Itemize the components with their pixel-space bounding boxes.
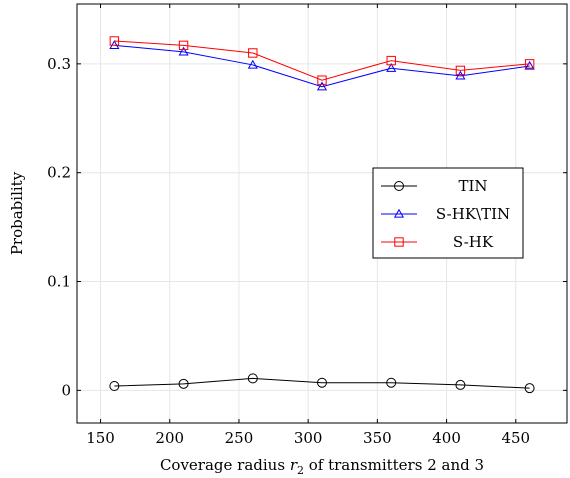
x-axis-label-before: Coverage radius (160, 456, 290, 474)
series (109, 40, 535, 91)
square-marker (386, 55, 396, 66)
x-axis-label-var: r (290, 456, 298, 474)
series (109, 373, 535, 394)
x-tick-label: 300 (294, 429, 323, 447)
triangle-marker (178, 46, 189, 56)
circle-marker (247, 373, 258, 384)
square-marker (317, 75, 327, 85)
legend-entry: S-HK (381, 233, 494, 251)
series-layer (109, 36, 535, 394)
triangle-marker (455, 70, 466, 80)
x-tick-label: 400 (432, 429, 461, 447)
legend-entries: TIN S-HK\TIN S-HK (381, 177, 510, 251)
square-marker (394, 237, 404, 247)
x-tick-label: 350 (363, 429, 392, 447)
triangle-marker (386, 63, 397, 72)
series (109, 36, 535, 85)
x-axis-label-after: of transmitters 2 and 3 (304, 456, 484, 474)
y-tick-label: 0.2 (47, 164, 71, 182)
series-line (114, 377, 530, 389)
x-tick-label: 200 (155, 429, 184, 447)
square-marker (178, 40, 189, 51)
series-line (114, 40, 530, 81)
triangle-marker (316, 81, 328, 91)
circle-marker (317, 377, 327, 388)
axis-ticks: 150 200 250 300 350 400 450 0 0.1 0.2 0.3 (47, 4, 567, 447)
x-axis-label: Coverage radius r2 of transmitters 2 and… (160, 456, 484, 477)
y-tick-label: 0.1 (47, 273, 71, 291)
legend-label: S-HK\TIN (436, 205, 510, 223)
y-axis-label: Probability (8, 171, 26, 255)
legend-entry: TIN (381, 177, 488, 195)
legend-label: TIN (458, 177, 487, 195)
triangle-marker (524, 60, 535, 70)
series-line (114, 44, 530, 88)
circle-marker (394, 181, 404, 191)
y-tick-label: 0 (61, 381, 71, 399)
legend-entry: S-HK\TIN (381, 205, 510, 223)
legend-box (372, 167, 524, 259)
circle-marker (109, 380, 120, 391)
legend-label: S-HK (453, 233, 494, 251)
plot-frame (76, 3, 568, 424)
legend: TIN S-HK\TIN S-HK (372, 167, 524, 259)
x-tick-label: 250 (225, 429, 254, 447)
circle-marker (524, 383, 535, 394)
x-axis-label-sub: 2 (297, 464, 304, 477)
x-tick-label: 450 (501, 429, 530, 447)
square-marker (109, 36, 120, 46)
x-tick-label: 150 (86, 429, 115, 447)
circle-marker (178, 378, 189, 389)
circle-marker (455, 379, 466, 390)
y-tick-label: 0.3 (47, 55, 71, 73)
circle-marker (386, 377, 397, 388)
square-marker (524, 59, 535, 69)
triangle-marker (393, 208, 405, 218)
square-marker (455, 65, 466, 76)
triangle-marker (247, 59, 258, 69)
square-marker (248, 48, 258, 58)
